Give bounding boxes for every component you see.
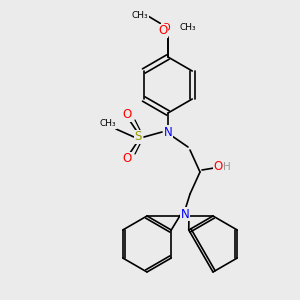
Text: O: O (122, 109, 132, 122)
Text: N: N (181, 208, 189, 220)
Text: S: S (134, 130, 142, 143)
Text: O: O (122, 152, 132, 166)
Text: O: O (162, 23, 170, 33)
Text: CH₃: CH₃ (100, 119, 116, 128)
Text: N: N (164, 125, 172, 139)
Text: O: O (158, 25, 168, 38)
Text: H: H (223, 162, 231, 172)
Text: CH₃: CH₃ (132, 11, 148, 20)
Text: O: O (213, 160, 223, 173)
Text: CH₃: CH₃ (180, 23, 196, 32)
